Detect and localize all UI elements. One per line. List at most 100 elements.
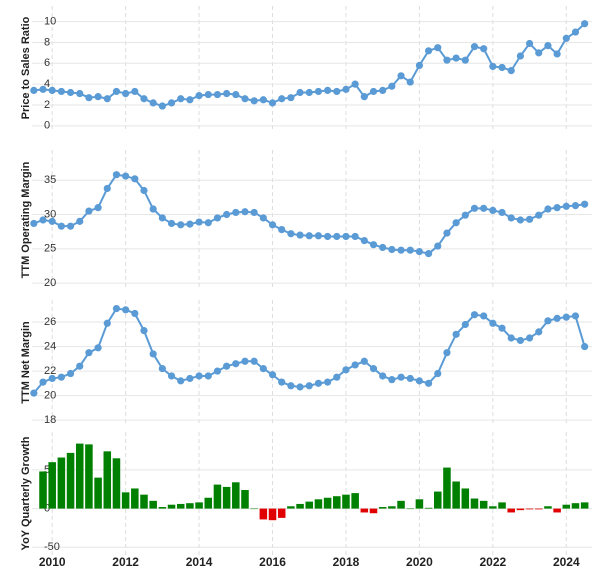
- point: [186, 220, 194, 228]
- point: [112, 304, 121, 313]
- point: [259, 214, 267, 222]
- point: [406, 374, 414, 383]
- point: [76, 217, 84, 225]
- point: [333, 87, 341, 96]
- point: [397, 72, 405, 80]
- y-tick-label: 20: [44, 389, 56, 401]
- bar: [534, 508, 543, 510]
- point: [507, 334, 515, 342]
- bar: [232, 482, 240, 509]
- point: [424, 379, 433, 387]
- bar: [388, 506, 396, 509]
- point: [434, 242, 442, 250]
- point: [149, 99, 157, 107]
- point: [544, 205, 552, 213]
- point: [158, 365, 166, 373]
- point: [314, 379, 323, 387]
- point: [94, 93, 102, 101]
- y-tick-label: 25: [44, 243, 56, 255]
- bar: [525, 508, 534, 510]
- y-tick-label: 6: [44, 57, 50, 69]
- point: [287, 382, 295, 390]
- point: [553, 204, 561, 212]
- point: [66, 369, 75, 378]
- point: [452, 54, 460, 62]
- point: [562, 34, 570, 42]
- bar: [333, 496, 341, 509]
- point: [571, 28, 580, 36]
- point: [232, 208, 240, 217]
- point: [259, 96, 267, 104]
- bar: [580, 502, 589, 509]
- bar: [66, 452, 75, 509]
- point: [296, 383, 304, 391]
- point: [232, 90, 240, 99]
- point: [94, 344, 102, 352]
- point: [489, 206, 497, 214]
- point: [112, 171, 121, 179]
- point: [342, 366, 350, 374]
- point: [360, 236, 368, 245]
- point: [57, 222, 65, 230]
- point: [516, 216, 524, 224]
- point: [443, 56, 451, 64]
- point: [388, 82, 396, 90]
- bar: [378, 507, 387, 509]
- bar: [424, 507, 433, 509]
- y-tick-label: 0: [44, 120, 50, 132]
- y-tick-label: 4: [44, 78, 50, 90]
- point: [369, 365, 378, 373]
- point: [204, 372, 212, 380]
- point: [581, 20, 589, 28]
- point: [535, 328, 543, 336]
- x-tick-label: 2022: [480, 555, 507, 569]
- point: [149, 350, 157, 358]
- point: [66, 222, 75, 230]
- point: [103, 319, 111, 327]
- point: [268, 371, 277, 379]
- point: [213, 214, 222, 222]
- point: [498, 208, 506, 217]
- point: [278, 378, 286, 386]
- point: [241, 357, 249, 365]
- point: [103, 95, 111, 103]
- point: [388, 376, 396, 384]
- y-tick-label: 8: [44, 36, 50, 48]
- point: [278, 226, 286, 234]
- point: [489, 62, 497, 71]
- point: [268, 99, 277, 107]
- y-tick-label: 20: [44, 277, 56, 289]
- point: [480, 45, 488, 53]
- point: [470, 311, 479, 319]
- bar: [443, 467, 451, 509]
- point: [39, 378, 47, 386]
- point: [167, 99, 176, 107]
- point: [480, 204, 488, 212]
- bar: [241, 490, 249, 509]
- bar: [57, 457, 66, 509]
- bar: [406, 508, 414, 510]
- point: [167, 372, 176, 380]
- point: [415, 61, 424, 69]
- point: [177, 95, 185, 103]
- point: [131, 87, 139, 96]
- point: [553, 50, 561, 58]
- bar: [489, 506, 497, 509]
- point: [287, 230, 295, 238]
- bar: [167, 504, 176, 509]
- bar: [305, 501, 314, 509]
- point: [434, 44, 442, 52]
- bar: [186, 503, 194, 509]
- point: [480, 312, 488, 320]
- point: [342, 85, 350, 93]
- point: [553, 314, 561, 322]
- point: [140, 95, 148, 103]
- point: [39, 85, 47, 93]
- bar: [470, 498, 479, 509]
- point: [57, 87, 65, 96]
- point: [259, 365, 267, 373]
- point: [498, 63, 506, 72]
- point: [223, 210, 231, 219]
- point: [351, 361, 359, 369]
- bar: [259, 508, 268, 520]
